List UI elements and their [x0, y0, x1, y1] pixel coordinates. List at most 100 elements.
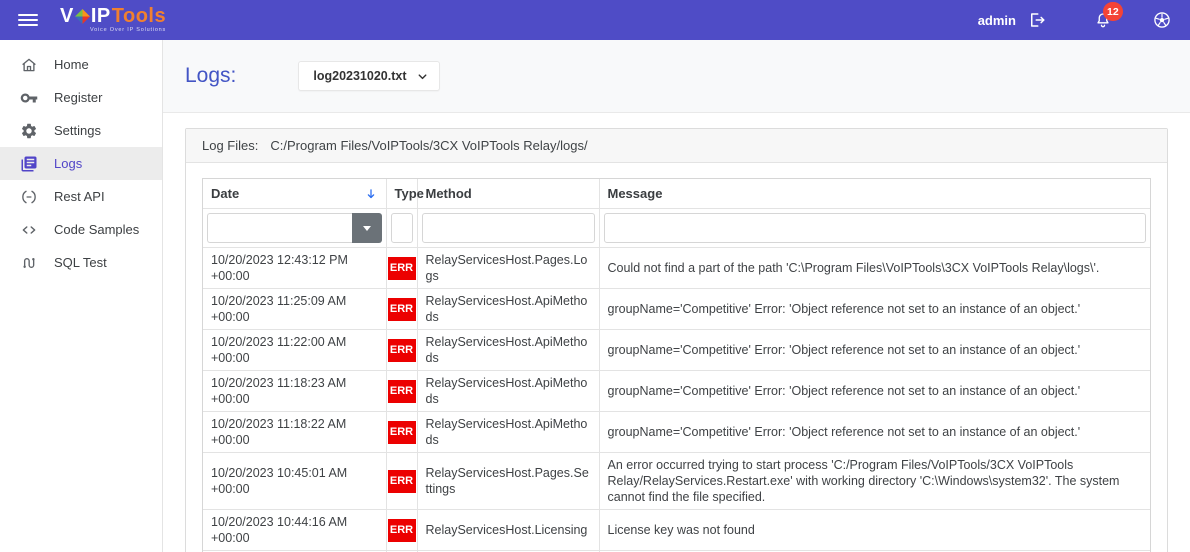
table-row[interactable]: 10/20/2023 11:18:22 AM +00:00 ERR RelayS… [203, 411, 1150, 453]
error-badge: ERR [387, 420, 416, 444]
type-cell: ERR [386, 247, 418, 289]
code-icon [22, 225, 36, 234]
gear-icon [21, 123, 37, 138]
date-cell: 10/20/2023 11:18:23 AM +00:00 [203, 370, 387, 412]
column-header-date[interactable]: Date [203, 179, 387, 209]
logout-icon[interactable] [1028, 11, 1046, 29]
logs-grid: Date Type Method Message [202, 178, 1151, 552]
type-cell: ERR [386, 550, 418, 552]
table-row[interactable]: 10/20/2023 10:44:16 AM +00:00 ERR RelayS… [203, 509, 1150, 551]
type-cell: ERR [386, 370, 418, 412]
method-cell: RelayServicesHost.ApiMethods [417, 411, 600, 453]
page-title-bar: Logs: log20231020.txt [163, 40, 1190, 113]
table-row[interactable]: 10/20/2023 11:25:09 AM +00:00 ERR RelayS… [203, 288, 1150, 330]
column-header-label: Method [425, 186, 472, 201]
sidebar-item-register[interactable]: Register [0, 81, 162, 114]
logo-text-tools: Tools [111, 5, 167, 28]
message-cell: groupName='Competitive' Error: 'Object r… [599, 411, 1150, 453]
method-filter-input[interactable] [421, 213, 595, 243]
message-cell: groupName='Competitive' Error: 'Object r… [599, 288, 1150, 330]
log-files-label: Log Files: [202, 138, 259, 153]
method-cell: RelayServicesHost.Licensing [417, 509, 600, 551]
type-cell: ERR [386, 329, 418, 371]
log-file-selected-value: log20231020.txt [313, 69, 407, 83]
date-cell: 10/20/2023 10:45:01 AM +00:00 [203, 452, 387, 510]
column-header-label: Message [607, 186, 663, 201]
logo-text-v: V [60, 5, 74, 28]
type-cell: ERR [386, 452, 418, 510]
error-badge: ERR [387, 518, 416, 542]
method-cell: RelayServicesHost.ApiMethods [417, 370, 600, 412]
notification-count-badge: 12 [1103, 2, 1123, 21]
home-icon [22, 58, 36, 71]
api-icon [22, 190, 36, 203]
sidebar-item-label: Settings [54, 123, 101, 138]
voiptools-logo: V IP Tools Voice Over IP Solutions [60, 6, 166, 34]
logged-in-user: admin [977, 12, 1016, 28]
table-header-row: Date Type Method Message [203, 179, 1150, 209]
method-cell: RelayServicesHost.Licensing [417, 550, 600, 552]
column-header-message[interactable]: Message [599, 179, 1150, 209]
table-row[interactable]: 10/20/2023 10:45:01 AM +00:00 ERR RelayS… [203, 452, 1150, 510]
message-cell: Relay not registered [599, 550, 1150, 552]
date-cell: 10/20/2023 10:41:59 AM +00:00 [203, 550, 387, 552]
sidebar-nav: Home Register Settings Logs [0, 40, 163, 552]
sidebar-item-rest-api[interactable]: Rest API [0, 180, 162, 213]
notification-bell-icon[interactable]: 12 [1094, 2, 1123, 29]
method-cell: RelayServicesHost.ApiMethods [417, 288, 600, 330]
message-filter-input[interactable] [603, 213, 1146, 243]
page-title: Logs: [185, 64, 237, 87]
column-header-label: Type [394, 186, 424, 201]
column-header-method[interactable]: Method [417, 179, 600, 209]
sidebar-item-logs[interactable]: Logs [0, 147, 162, 180]
error-badge: ERR [387, 379, 416, 403]
message-cell: groupName='Competitive' Error: 'Object r… [599, 370, 1150, 412]
table-row[interactable]: 10/20/2023 12:43:12 PM +00:00 ERR RelayS… [203, 247, 1150, 289]
sidebar-item-label: Logs [54, 156, 83, 171]
error-badge: ERR [387, 297, 416, 321]
date-cell: 10/20/2023 11:25:09 AM +00:00 [203, 288, 387, 330]
sidebar-item-code-samples[interactable]: Code Samples [0, 213, 162, 246]
table-filter-row [203, 208, 1150, 248]
date-filter-dropdown-button[interactable] [351, 213, 382, 243]
sidebar-item-label: Register [54, 90, 103, 105]
sidebar-item-label: Home [54, 57, 89, 72]
log-files-path: C:/Program Files/VoIPTools/3CX VoIPTools… [270, 138, 588, 153]
logo-text-ip: IP [90, 5, 111, 28]
method-cell: RelayServicesHost.Pages.Logs [417, 247, 600, 289]
sidebar-item-sql-test[interactable]: SQL Test [0, 246, 162, 279]
app-header: V IP Tools Voice Over IP Solutions admin… [0, 0, 1190, 40]
sidebar-item-settings[interactable]: Settings [0, 114, 162, 147]
log-file-dropdown[interactable]: log20231020.txt [298, 61, 441, 91]
logs-icon [21, 156, 37, 171]
date-cell: 10/20/2023 10:44:16 AM +00:00 [203, 509, 387, 551]
type-cell: ERR [386, 411, 418, 453]
sort-desc-icon[interactable] [364, 187, 378, 201]
table-row[interactable]: 10/20/2023 11:18:23 AM +00:00 ERR RelayS… [203, 370, 1150, 412]
error-badge: ERR [387, 256, 416, 280]
type-cell: ERR [386, 288, 418, 330]
method-cell: RelayServicesHost.Pages.Settings [417, 452, 600, 510]
caret-down-icon [362, 225, 371, 231]
message-cell: An error occurred trying to start proces… [599, 452, 1150, 510]
chevron-down-icon [419, 73, 427, 79]
logo-tagline: Voice Over IP Solutions [90, 27, 167, 34]
column-header-type[interactable]: Type [386, 179, 424, 209]
message-cell: License key was not found [599, 509, 1150, 551]
hamburger-menu-icon[interactable] [18, 14, 38, 26]
sidebar-item-label: Rest API [54, 189, 105, 204]
date-filter-input[interactable] [207, 213, 352, 243]
date-cell: 10/20/2023 11:18:22 AM +00:00 [203, 411, 387, 453]
sidebar-item-label: SQL Test [54, 255, 107, 270]
sidebar-item-home[interactable]: Home [0, 48, 162, 81]
type-filter-input[interactable] [390, 213, 413, 243]
key-icon [20, 93, 38, 102]
logs-panel: Log Files: C:/Program Files/VoIPTools/3C… [185, 128, 1168, 552]
table-row[interactable]: 10/20/2023 11:22:00 AM +00:00 ERR RelayS… [203, 329, 1150, 371]
logo-diamond-icon [74, 8, 90, 24]
type-cell: ERR [386, 509, 418, 551]
column-header-label: Date [211, 186, 240, 201]
sports-ball-icon[interactable] [1152, 10, 1172, 30]
log-files-path-bar: Log Files: C:/Program Files/VoIPTools/3C… [186, 129, 1167, 163]
table-row[interactable]: 10/20/2023 10:41:59 AM +00:00 ERR RelayS… [203, 550, 1150, 552]
